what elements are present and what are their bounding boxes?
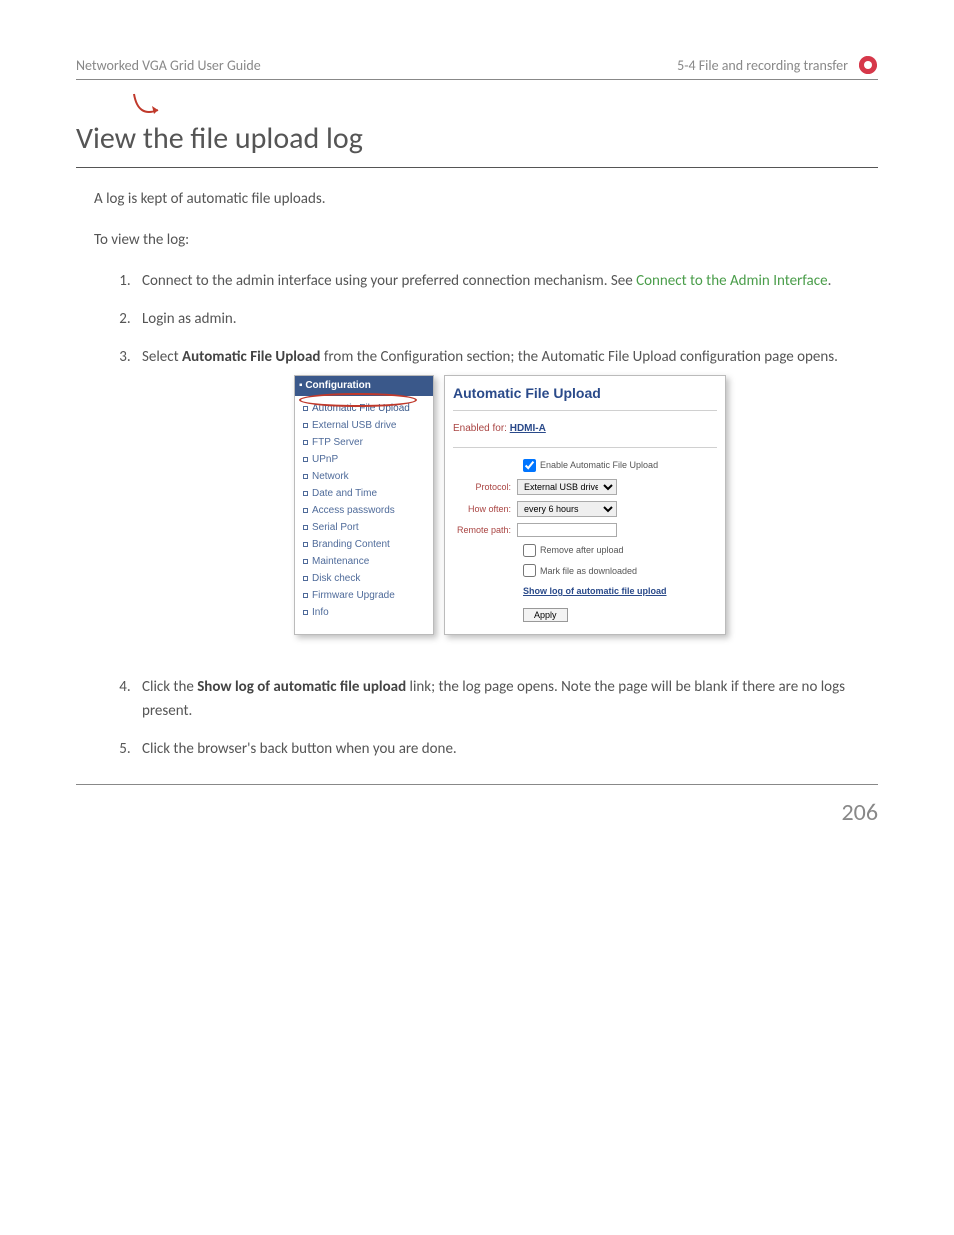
config-sidebar: ▪ Configuration Automatic File Upload Ext… bbox=[294, 375, 434, 635]
embedded-screenshot: ▪ Configuration Automatic File Upload Ext… bbox=[294, 375, 726, 635]
upload-config-panel: Automatic File Upload Enabled for: HDMI-… bbox=[444, 375, 726, 635]
header-left: Networked VGA Grid User Guide bbox=[76, 57, 261, 74]
footer-rule bbox=[76, 784, 878, 785]
red-arrow-icon bbox=[132, 92, 164, 122]
mark-downloaded-checkbox[interactable] bbox=[523, 564, 536, 577]
connect-admin-link[interactable]: Connect to the Admin Interface bbox=[636, 272, 827, 290]
sidebar-item-label: External USB drive bbox=[312, 418, 396, 433]
sidebar-item-label: Automatic File Upload bbox=[312, 401, 410, 416]
apply-button[interactable]: Apply bbox=[523, 608, 568, 622]
show-log-link[interactable]: Show log of automatic file upload bbox=[523, 584, 717, 598]
bullet-icon bbox=[303, 542, 308, 547]
bullet-icon bbox=[303, 491, 308, 496]
sidebar-item-label: UPnP bbox=[312, 452, 338, 467]
panel-heading: Automatic File Upload bbox=[453, 382, 717, 411]
sidebar-item-firmware-upgrade[interactable]: Firmware Upgrade bbox=[303, 587, 425, 604]
remotepath-input[interactable] bbox=[517, 523, 617, 537]
bullet-icon bbox=[303, 610, 308, 615]
sidebar-item-access-passwords[interactable]: Access passwords bbox=[303, 502, 425, 519]
protocol-select[interactable]: External USB drive bbox=[517, 479, 617, 495]
bullet-icon bbox=[303, 440, 308, 445]
step-4: Click the Show log of automatic file upl… bbox=[134, 675, 878, 723]
sidebar-item-ftp-server[interactable]: FTP Server bbox=[303, 434, 425, 451]
remotepath-label: Remote path: bbox=[453, 523, 517, 537]
steps-list: Connect to the admin interface using you… bbox=[134, 269, 878, 761]
hdmi-link[interactable]: HDMI-A bbox=[510, 423, 546, 434]
sidebar-item-label: Firmware Upgrade bbox=[312, 588, 395, 603]
mark-downloaded-label: Mark file as downloaded bbox=[540, 564, 637, 578]
enable-upload-checkbox[interactable] bbox=[523, 459, 536, 472]
step-1: Connect to the admin interface using you… bbox=[134, 269, 878, 293]
bullet-icon bbox=[303, 423, 308, 428]
bullet-icon bbox=[303, 559, 308, 564]
enable-upload-label: Enable Automatic File Upload bbox=[540, 458, 658, 472]
page-number: 206 bbox=[842, 798, 879, 827]
protocol-label: Protocol: bbox=[453, 480, 517, 494]
sidebar-item-network[interactable]: Network bbox=[303, 468, 425, 485]
remove-after-checkbox[interactable] bbox=[523, 544, 536, 557]
sidebar-item-label: Date and Time bbox=[312, 486, 377, 501]
sidebar-item-label: Disk check bbox=[312, 571, 360, 586]
sidebar-section-head: ▪ Configuration bbox=[295, 376, 433, 396]
bullet-icon bbox=[303, 457, 308, 462]
bullet-icon bbox=[303, 576, 308, 581]
header-right: 5-4 File and recording transfer bbox=[677, 57, 848, 74]
sidebar-item-upnp[interactable]: UPnP bbox=[303, 451, 425, 468]
sidebar-item-serial-port[interactable]: Serial Port bbox=[303, 519, 425, 536]
page-header: Networked VGA Grid User Guide 5-4 File a… bbox=[76, 55, 878, 80]
sidebar-item-label: FTP Server bbox=[312, 435, 363, 450]
bullet-icon bbox=[303, 508, 308, 513]
brand-logo-icon bbox=[858, 55, 878, 75]
remove-after-label: Remove after upload bbox=[540, 543, 624, 557]
sidebar-item-maintenance[interactable]: Maintenance bbox=[303, 553, 425, 570]
bullet-icon bbox=[303, 474, 308, 479]
sidebar-item-info[interactable]: Info bbox=[303, 604, 425, 621]
page-title: View the file upload log bbox=[76, 120, 878, 168]
step-3: Select Automatic File Upload from the Co… bbox=[134, 345, 878, 635]
sidebar-item-label: Serial Port bbox=[312, 520, 359, 535]
sidebar-item-automatic-file-upload[interactable]: Automatic File Upload bbox=[303, 400, 425, 417]
sidebar-item-label: Maintenance bbox=[312, 554, 369, 569]
intro-text: A log is kept of automatic file uploads. bbox=[94, 188, 878, 211]
sidebar-item-label: Network bbox=[312, 469, 349, 484]
sidebar-item-label: Access passwords bbox=[312, 503, 395, 518]
step-2: Login as admin. bbox=[134, 307, 878, 331]
sidebar-item-disk-check[interactable]: Disk check bbox=[303, 570, 425, 587]
sidebar-item-external-usb-drive[interactable]: External USB drive bbox=[303, 417, 425, 434]
sidebar-item-branding-content[interactable]: Branding Content bbox=[303, 536, 425, 553]
step-5: Click the browser's back button when you… bbox=[134, 737, 878, 761]
sidebar-item-date-and-time[interactable]: Date and Time bbox=[303, 485, 425, 502]
to-view-text: To view the log: bbox=[94, 229, 878, 252]
enabled-for-row: Enabled for: HDMI-A bbox=[453, 421, 717, 448]
sidebar-item-label: Info bbox=[312, 605, 329, 620]
bullet-icon bbox=[303, 593, 308, 598]
bullet-icon bbox=[303, 406, 308, 411]
bullet-icon bbox=[303, 525, 308, 530]
howoften-label: How often: bbox=[453, 502, 517, 516]
sidebar-item-label: Branding Content bbox=[312, 537, 390, 552]
howoften-select[interactable]: every 6 hours bbox=[517, 501, 617, 517]
